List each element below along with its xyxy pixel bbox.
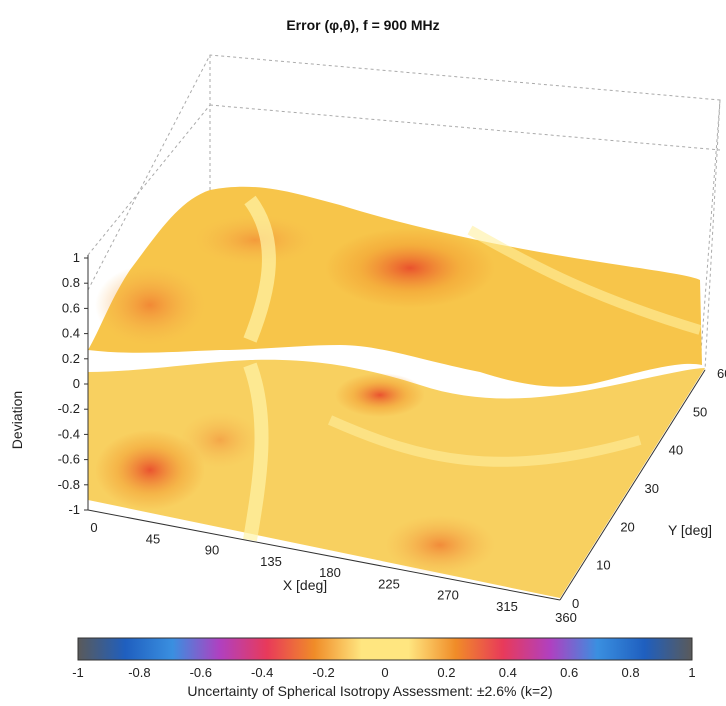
y-tick-label: 20 <box>620 519 634 534</box>
x-tick-label: 0 <box>90 520 97 535</box>
x-tick-label: 135 <box>260 554 282 569</box>
z-tick-label: 1 <box>73 250 80 265</box>
z-tick-labels: 1 0.8 0.6 0.4 0.2 0 -0.2 -0.4 -0.6 -0.8 -1 <box>58 250 88 517</box>
colorbar-tick-label: -0.6 <box>190 665 212 680</box>
x-tick-label: 225 <box>378 576 400 591</box>
x-tick-label: 180 <box>319 565 341 580</box>
y-tick-label: 10 <box>596 558 610 573</box>
z-tick-label: -0.6 <box>58 452 80 467</box>
colorbar-tick-label: 0 <box>381 665 388 680</box>
x-tick-label: 315 <box>496 599 518 614</box>
z-tick-label: 0.8 <box>62 275 80 290</box>
colorbar-tick-label: -1 <box>72 665 84 680</box>
colorbar-tick-label: 1 <box>688 665 695 680</box>
colorbar-tick-label: 0.8 <box>622 665 640 680</box>
z-tick-label: 0.6 <box>62 300 80 315</box>
z-tick-label: -1 <box>68 502 80 517</box>
y-tick-label: 0 <box>572 596 579 611</box>
z-tick-label: 0.4 <box>62 326 80 341</box>
y-tick-label: 40 <box>669 443 683 458</box>
y-tick-label: 50 <box>693 404 707 419</box>
colorbar-tick-label: -0.2 <box>312 665 334 680</box>
x-axis-label: X [deg] <box>283 577 327 593</box>
x-tick-label: 90 <box>205 543 219 558</box>
z-tick-label: -0.8 <box>58 477 80 492</box>
x-tick-labels: 0 45 90 135 180 225 270 315 360 <box>90 520 576 625</box>
colorbar-tick-labels: -1 -0.8 -0.6 -0.4 -0.2 0 0.2 0.4 0.6 0.8 1 <box>72 665 695 680</box>
axes <box>87 255 706 601</box>
y-tick-label: 60 <box>717 366 726 381</box>
colorbar-tick-label: 0.2 <box>437 665 455 680</box>
y-axis-label: Y [deg] <box>668 522 712 538</box>
upper-surface <box>88 186 702 387</box>
z-axis-label: Deviation <box>9 391 25 449</box>
colorbar-tick-label: -0.8 <box>128 665 150 680</box>
x-tick-label: 360 <box>555 610 577 625</box>
chart-title: Error (φ,θ), f = 900 MHz <box>286 17 439 33</box>
colorbar-tick-label: 0.6 <box>560 665 578 680</box>
y-tick-labels: 0 10 20 30 40 50 60 <box>572 366 726 611</box>
z-tick-label: 0 <box>73 376 80 391</box>
x-axis-line <box>87 509 561 601</box>
lower-surface <box>88 359 705 598</box>
colorbar-tick-label: 0.4 <box>499 665 517 680</box>
plot-box-frame <box>87 54 721 371</box>
x-tick-label: 270 <box>437 588 459 603</box>
y-tick-label: 30 <box>645 481 659 496</box>
colorbar <box>77 637 693 661</box>
z-tick-label: 0.2 <box>62 351 80 366</box>
caption: Uncertainty of Spherical Isotropy Assess… <box>187 683 552 699</box>
z-tick-label: -0.2 <box>58 401 80 416</box>
z-tick-label: -0.4 <box>58 426 80 441</box>
y-axis-line <box>559 369 706 601</box>
colorbar-tick-label: -0.4 <box>251 665 273 680</box>
x-tick-label: 45 <box>146 531 160 546</box>
